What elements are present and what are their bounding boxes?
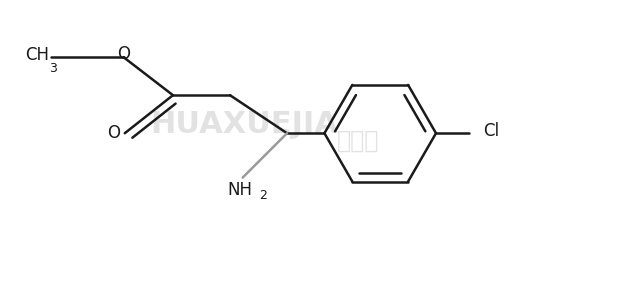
Text: O: O — [107, 124, 120, 142]
Text: 3: 3 — [49, 62, 57, 75]
Text: HUAXUEJIA: HUAXUEJIA — [150, 111, 338, 139]
Text: NH: NH — [228, 181, 253, 199]
Text: Cl: Cl — [483, 122, 499, 140]
Text: 2: 2 — [259, 189, 267, 202]
Text: CH: CH — [26, 46, 49, 64]
Text: 化学加: 化学加 — [337, 129, 380, 153]
Text: O: O — [117, 45, 130, 63]
